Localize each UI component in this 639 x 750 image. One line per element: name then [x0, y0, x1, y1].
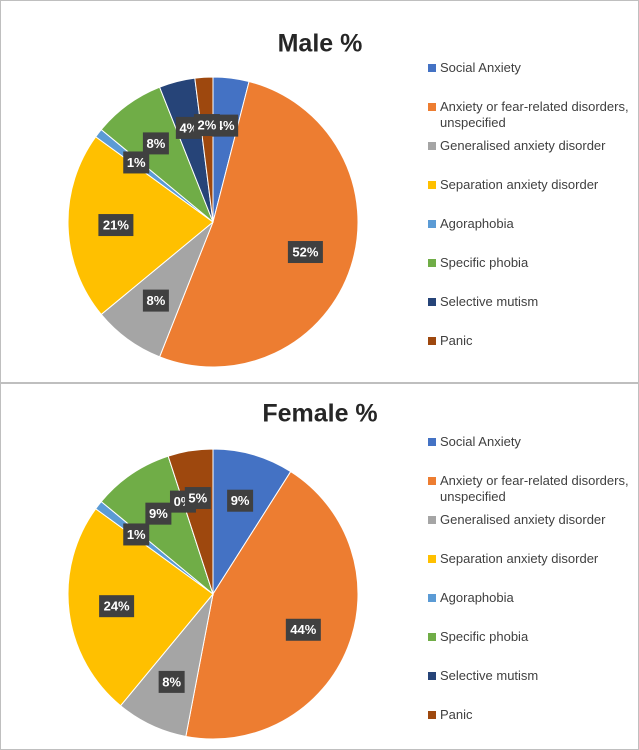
legend-swatch: [428, 259, 436, 267]
chart-title: Male %: [278, 30, 363, 58]
data-label: 4%: [179, 120, 198, 135]
legend-item: Anxiety or fear-related disorders, unspe…: [428, 99, 633, 131]
legend-swatch: [428, 633, 436, 641]
data-label: 52%: [292, 244, 318, 259]
legend-item: Anxiety or fear-related disorders, unspe…: [428, 473, 633, 505]
chart-title: Female %: [262, 400, 377, 428]
pie-slice: [67, 508, 214, 707]
legend-swatch: [428, 220, 436, 228]
legend-item: Panic: [428, 707, 633, 723]
legend-label: Social Anxiety: [440, 60, 521, 75]
legend-swatch: [428, 103, 436, 111]
legend-label: Panic: [440, 333, 473, 348]
legend-swatch: [428, 181, 436, 189]
legend-item: Specific phobia: [428, 255, 633, 271]
pie-slice: [194, 76, 214, 223]
legend-swatch: [428, 516, 436, 524]
legend-swatch: [428, 438, 436, 446]
legend-label: Selective mutism: [440, 294, 539, 309]
data-label: 8%: [146, 293, 165, 308]
data-label: 21%: [103, 217, 129, 232]
label-box: [285, 618, 321, 641]
legend-label: Social Anxiety: [440, 434, 521, 449]
data-label: 8%: [146, 136, 165, 151]
data-label: 9%: [231, 493, 250, 508]
legend-item: Selective mutism: [428, 294, 633, 310]
label-box: [123, 151, 150, 174]
legend-item: Panic: [428, 333, 633, 349]
label-box: [158, 670, 185, 693]
label-box: [99, 595, 135, 618]
label-box: [184, 487, 211, 510]
legend-swatch: [428, 337, 436, 345]
legend-label: Generalised anxiety disorder: [440, 512, 606, 527]
legend-swatch: [428, 594, 436, 602]
legend-item: Specific phobia: [428, 629, 633, 645]
label-box: [142, 132, 169, 155]
legend-swatch: [428, 477, 436, 485]
data-label: 1%: [127, 527, 146, 542]
legend-swatch: [428, 298, 436, 306]
legend-label: Specific phobia: [440, 629, 529, 644]
pie-slice: [212, 448, 292, 596]
pie-slice: [167, 448, 214, 595]
label-box: [123, 523, 150, 546]
legend-label: Selective mutism: [440, 668, 539, 683]
data-label: 8%: [162, 674, 181, 689]
legend-swatch: [428, 555, 436, 563]
data-label: 24%: [104, 599, 130, 614]
data-label: 1%: [127, 155, 146, 170]
pie-slice: [158, 80, 359, 368]
legend-item: Generalised anxiety disorder: [428, 138, 633, 154]
legend-label: Agoraphobia: [440, 590, 514, 605]
data-label: 44%: [290, 622, 316, 637]
legend-swatch: [428, 672, 436, 680]
legend-label: Separation anxiety disorder: [440, 177, 599, 192]
legend-label: Generalised anxiety disorder: [440, 138, 606, 153]
legend-item: Separation anxiety disorder: [428, 551, 633, 567]
legend-label: Specific phobia: [440, 255, 529, 270]
legend-label: Panic: [440, 707, 473, 722]
legend-item: Agoraphobia: [428, 590, 633, 606]
data-label: 4%: [216, 118, 235, 133]
legend-swatch: [428, 711, 436, 719]
label-box: [98, 214, 134, 237]
label-box: [193, 114, 220, 137]
legend-swatch: [428, 64, 436, 72]
legend-item: Separation anxiety disorder: [428, 177, 633, 193]
legend-label: Anxiety or fear-related disorders, unspe…: [440, 473, 629, 504]
legend-item: Agoraphobia: [428, 216, 633, 232]
data-label: 2%: [198, 117, 217, 132]
legend-label: Agoraphobia: [440, 216, 514, 231]
label-box: [142, 289, 169, 312]
legend-swatch: [428, 142, 436, 150]
legend-item: Social Anxiety: [428, 434, 633, 450]
data-label: 9%: [149, 506, 168, 521]
legend-item: Social Anxiety: [428, 60, 633, 76]
data-label: 5%: [188, 490, 207, 505]
legend-label: Separation anxiety disorder: [440, 551, 599, 566]
label-box: [227, 489, 254, 512]
pie-slice: [100, 455, 215, 596]
pie-slice: [67, 136, 214, 316]
label-box: [287, 241, 323, 264]
legend-label: Anxiety or fear-related disorders, unspe…: [440, 99, 629, 130]
label-box: [145, 502, 172, 525]
legend-item: Selective mutism: [428, 668, 633, 684]
legend-item: Generalised anxiety disorder: [428, 512, 633, 528]
pie-slice: [185, 470, 359, 740]
